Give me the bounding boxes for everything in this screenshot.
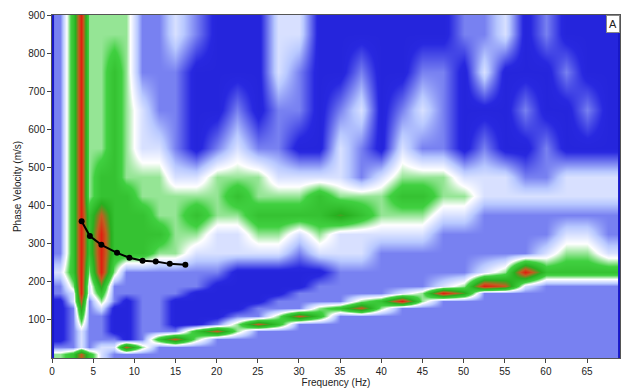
svg-text:55: 55 [499, 366, 511, 377]
svg-text:30: 30 [293, 366, 305, 377]
svg-text:Phase Velocity (m/s): Phase Velocity (m/s) [12, 141, 23, 232]
svg-text:0: 0 [49, 366, 55, 377]
svg-text:900: 900 [28, 10, 45, 21]
svg-text:100: 100 [28, 314, 45, 325]
svg-text:50: 50 [458, 366, 470, 377]
svg-text:15: 15 [170, 366, 182, 377]
svg-text:500: 500 [28, 162, 45, 173]
svg-text:Frequency (Hz): Frequency (Hz) [302, 377, 371, 388]
svg-text:40: 40 [376, 366, 388, 377]
svg-text:60: 60 [540, 366, 552, 377]
svg-text:20: 20 [211, 366, 223, 377]
svg-text:65: 65 [582, 366, 594, 377]
svg-text:400: 400 [28, 200, 45, 211]
svg-text:200: 200 [28, 276, 45, 287]
svg-text:300: 300 [28, 238, 45, 249]
svg-text:10: 10 [129, 366, 141, 377]
svg-text:A: A [609, 18, 617, 30]
svg-text:700: 700 [28, 86, 45, 97]
svg-text:800: 800 [28, 48, 45, 59]
svg-text:45: 45 [417, 366, 429, 377]
svg-text:600: 600 [28, 124, 45, 135]
svg-text:35: 35 [335, 366, 347, 377]
svg-text:5: 5 [90, 366, 96, 377]
svg-text:25: 25 [252, 366, 264, 377]
